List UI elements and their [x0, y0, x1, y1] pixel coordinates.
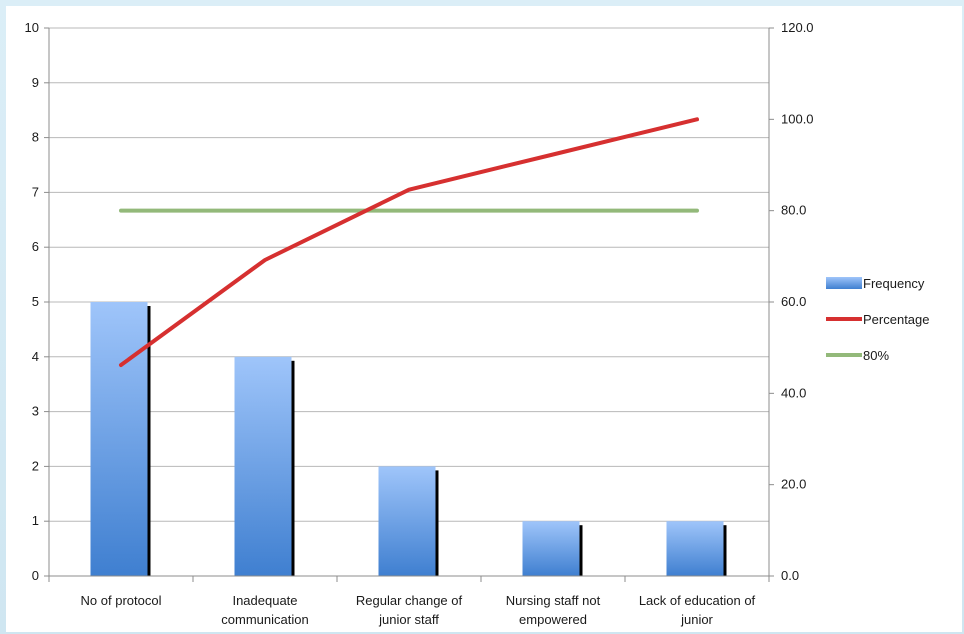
left-axis-tick-label: 2 [32, 458, 39, 473]
chart-frame: 0 1 2 3 4 5 6 7 8 9 10 0.0 20.0 40.0 60.0 80.0 100.0 120.… [6, 6, 962, 632]
category-label: communication [221, 612, 308, 627]
left-axis-tick-label: 9 [32, 75, 39, 90]
legend-swatch-frequency [826, 277, 862, 289]
category-label: Regular change of [356, 593, 463, 608]
gridlines [49, 27, 769, 577]
category-label: junior [680, 612, 713, 627]
category-label: No of protocol [81, 593, 162, 608]
line-percentage [119, 117, 699, 368]
bar-shadow [435, 470, 439, 576]
category-label: Inadequate [232, 593, 297, 608]
pareto-chart: 0123456789100.020.040.060.080.0100.0120.… [25, 20, 930, 627]
bar-frequency [666, 521, 724, 576]
bar-frequency [378, 466, 436, 576]
category-label: Lack of education of [639, 593, 756, 608]
category-label: junior staff [378, 612, 439, 627]
bar-frequency [522, 521, 580, 576]
right-axis-tick-label: 40.0 [781, 385, 806, 400]
category-label: Nursing staff not [506, 593, 601, 608]
left-axis-tick-label: 8 [32, 130, 39, 145]
bar-frequency [90, 302, 148, 576]
lines [119, 117, 699, 368]
bar-shadow [579, 525, 583, 576]
bar-shadow [291, 360, 295, 576]
left-axis-tick-label: 3 [32, 404, 39, 419]
left-axis-tick-label: 7 [32, 184, 39, 199]
bar-shadow [147, 306, 151, 576]
left-axis-tick-label: 0 [32, 568, 39, 583]
right-axis-tick-label: 0.0 [781, 568, 799, 583]
right-axis-tick-label: 20.0 [781, 477, 806, 492]
axes: 0123456789100.020.040.060.080.0100.0120.… [25, 20, 814, 627]
category-label: empowered [519, 612, 587, 627]
left-axis-tick-label: 1 [32, 513, 39, 528]
bar-shadow [723, 525, 727, 576]
left-axis-tick-label: 5 [32, 294, 39, 309]
right-axis-tick-label: 100.0 [781, 111, 814, 126]
legend: Frequency Percentage 80% [826, 276, 930, 363]
right-axis-tick-label: 60.0 [781, 294, 806, 309]
right-axis-tick-label: 120.0 [781, 20, 814, 35]
bars [90, 302, 727, 576]
legend-label: Frequency [863, 276, 925, 291]
left-axis-tick-label: 6 [32, 239, 39, 254]
legend-label: 80% [863, 348, 889, 363]
left-axis-tick-label: 4 [32, 349, 39, 364]
legend-label: Percentage [863, 312, 930, 327]
left-axis-tick-label: 10 [25, 20, 39, 35]
right-axis-tick-label: 80.0 [781, 203, 806, 218]
bar-frequency [234, 356, 292, 576]
